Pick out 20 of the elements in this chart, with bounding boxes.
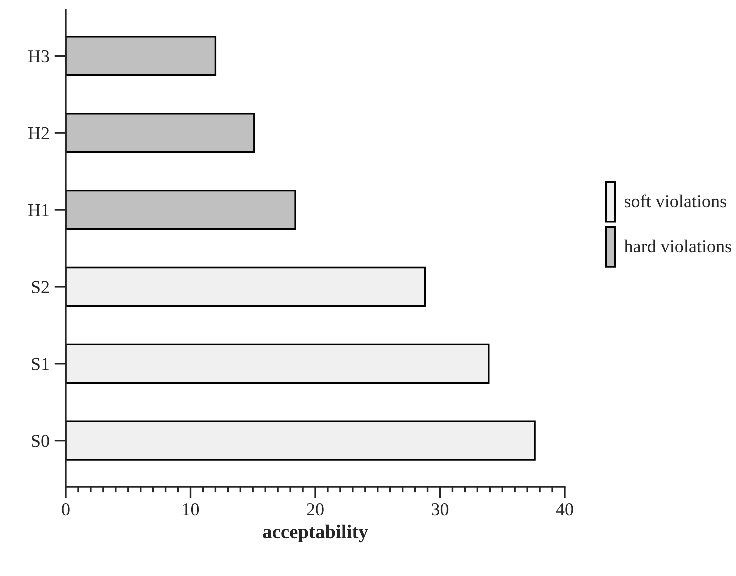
- y-tick-label: H1: [28, 204, 49, 216]
- y-tick-label: S0: [32, 435, 50, 448]
- x-tick-label: 40: [556, 503, 574, 516]
- bar: [66, 344, 490, 384]
- x-tick-label: 20: [307, 503, 324, 516]
- bar: [66, 266, 426, 308]
- y-tick-label: H3: [28, 50, 50, 63]
- legend-label: soft violations: [624, 194, 726, 208]
- bar: [66, 420, 536, 461]
- x-axis-title: acceptability: [263, 524, 368, 543]
- x-tick-label: 0: [62, 503, 70, 516]
- y-tick-label: H2: [28, 127, 50, 140]
- legend-label: hard violations: [624, 240, 732, 253]
- bar: [66, 113, 256, 154]
- x-tick-label: 30: [432, 503, 449, 516]
- y-tick-label: S1: [32, 358, 49, 370]
- bar: [66, 190, 296, 230]
- x-tick-label: 10: [183, 503, 200, 516]
- bar: [66, 36, 217, 76]
- y-tick-label: S2: [32, 281, 50, 294]
